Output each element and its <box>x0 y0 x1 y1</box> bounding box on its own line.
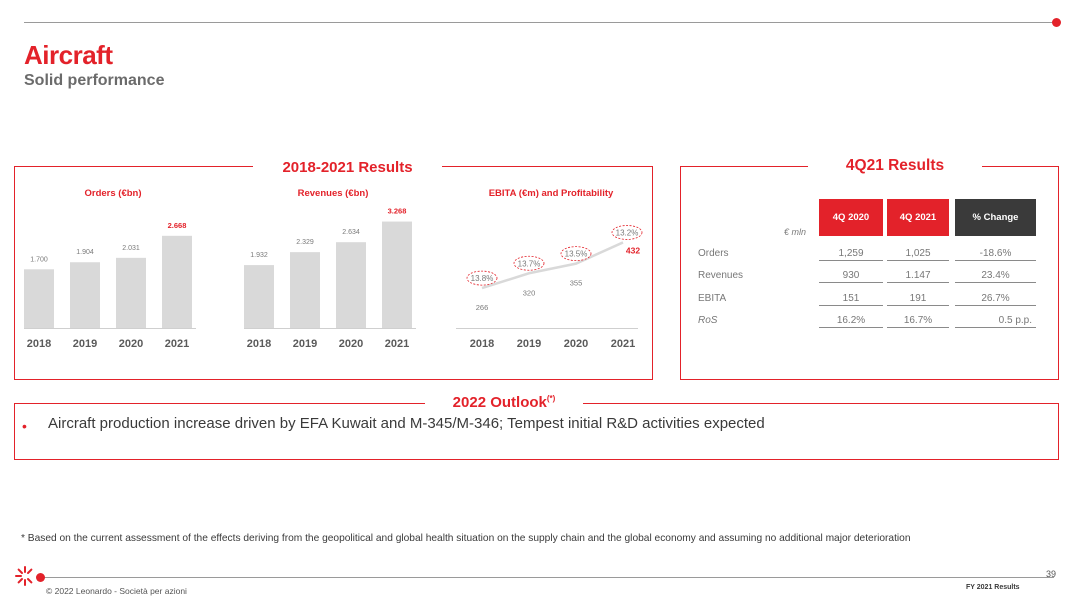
outlook-bullet-text: Aircraft production increase driven by E… <box>48 415 765 432</box>
cell-orders-change: -18.6% <box>955 248 1036 261</box>
ebita-value-label: 355 <box>570 279 583 288</box>
revenues-chart: 1.932 2018 2.329 2019 2.634 2020 3.268 2021 <box>244 207 416 350</box>
row-label-orders: Orders <box>698 248 729 259</box>
cell-ebita-4q2021: 191 <box>887 293 949 306</box>
revenues-value-label: 2.329 <box>296 239 314 246</box>
top-rule-dot <box>1052 18 1061 27</box>
row-label-ros: RoS <box>698 315 718 326</box>
page-number: 39 <box>1046 569 1057 579</box>
orders-tick-label: 2020 <box>119 338 143 350</box>
orders-bar <box>162 235 192 328</box>
ebita-profitability-label: 13.2% <box>616 228 639 237</box>
cell-revenues-change: 23.4% <box>955 270 1036 283</box>
row-label-revenues: Revenues <box>698 270 744 281</box>
revenues-tick-label: 2018 <box>247 338 271 350</box>
ebita-profitability-marker <box>513 255 545 271</box>
cell-ros-4q2021: 16.7% <box>887 315 949 328</box>
ebita-profitability-label: 13.8% <box>471 274 494 283</box>
quarter-results-label: 4Q21 Results <box>808 157 982 175</box>
report-name: FY 2021 Results <box>966 584 1020 591</box>
cell-ros-change: 0.5 p.p. <box>955 315 1036 328</box>
ebita-value-label: 432 <box>626 245 640 255</box>
cell-ebita-change: 26.7% <box>955 293 1036 306</box>
ebita-tick-label: 2020 <box>564 338 588 350</box>
revenues-tick-label: 2021 <box>385 338 409 350</box>
revenues-value-label: 2.634 <box>342 229 360 236</box>
revenues-tick-label: 2020 <box>339 338 363 350</box>
ebita-chart-title: EBITA (€m) and Profitability <box>488 188 614 199</box>
footnote: * Based on the current assessment of the… <box>21 533 911 544</box>
row-label-ebita: EBITA <box>698 293 727 304</box>
copyright: © 2022 Leonardo - Società per azioni <box>46 586 187 596</box>
ebita-profitability-label: 13.7% <box>518 259 541 268</box>
orders-tick-label: 2019 <box>73 338 97 350</box>
cell-orders-4q2021: 1,025 <box>887 248 949 261</box>
orders-bar <box>24 269 54 328</box>
outlook-label-text: 2022 Outlook <box>452 394 547 411</box>
revenues-bar <box>382 221 412 328</box>
ebita-profitability-marker <box>611 225 643 240</box>
col-header-4q2020: 4Q 2020 <box>819 199 883 236</box>
revenues-chart-title: Revenues (€bn) <box>297 188 369 199</box>
orders-chart: 1.700 2018 1.904 2019 2.031 2020 2.668 2021 <box>24 221 196 350</box>
ebita-value-label: 266 <box>476 303 489 312</box>
top-rule <box>24 22 1056 23</box>
orders-bar <box>70 262 100 328</box>
cell-ebita-4q2020: 151 <box>819 293 883 306</box>
col-header-4q2021: 4Q 2021 <box>887 199 949 236</box>
bottom-rule <box>40 577 1054 578</box>
col-header-change: % Change <box>955 199 1036 236</box>
orders-value-label: 2.031 <box>122 245 140 252</box>
revenues-value-label: 1.932 <box>250 252 268 259</box>
orders-value-label: 2.668 <box>168 221 187 230</box>
leonardo-logo-icon <box>15 566 33 586</box>
revenues-bar <box>244 265 274 328</box>
ebita-tick-label: 2018 <box>470 338 494 350</box>
unit-label: € mln <box>784 227 807 237</box>
page-subtitle: Solid performance <box>24 72 165 89</box>
bullet-icon: • <box>22 418 27 434</box>
orders-value-label: 1.700 <box>30 256 48 263</box>
orders-chart-title: Orders (€bn) <box>84 188 142 199</box>
ebita-profitability-marker <box>466 270 498 286</box>
orders-tick-label: 2021 <box>165 338 189 350</box>
ebita-value-label: 320 <box>523 288 536 297</box>
revenues-tick-label: 2019 <box>293 338 317 350</box>
orders-tick-label: 2018 <box>27 338 51 350</box>
ebita-tick-label: 2021 <box>611 338 635 350</box>
revenues-bar <box>336 242 366 328</box>
page-title: Aircraft <box>24 40 113 70</box>
orders-bar <box>116 257 146 328</box>
results-box-label: 2018-2021 Results <box>253 159 442 176</box>
revenues-bar <box>290 252 320 328</box>
ebita-chart: 13.8% 266 2018 13.7% 320 2019 13.5% 355 2020 13.2… <box>456 225 643 350</box>
cell-revenues-4q2020: 930 <box>819 270 883 283</box>
revenues-value-label: 3.268 <box>388 207 407 216</box>
ebita-series-line <box>481 241 624 290</box>
ebita-profitability-label: 13.5% <box>565 250 588 259</box>
bottom-rule-dot <box>36 573 45 582</box>
ebita-tick-label: 2019 <box>517 338 541 350</box>
outlook-label: 2022 Outlook(*) <box>425 394 583 411</box>
cell-ros-4q2020: 16.2% <box>819 315 883 328</box>
cell-orders-4q2020: 1,259 <box>819 248 883 261</box>
outlook-label-sup: (*) <box>546 394 556 403</box>
ebita-profitability-marker <box>560 246 592 262</box>
cell-revenues-4q2021: 1.147 <box>887 270 949 283</box>
orders-value-label: 1.904 <box>76 249 94 256</box>
